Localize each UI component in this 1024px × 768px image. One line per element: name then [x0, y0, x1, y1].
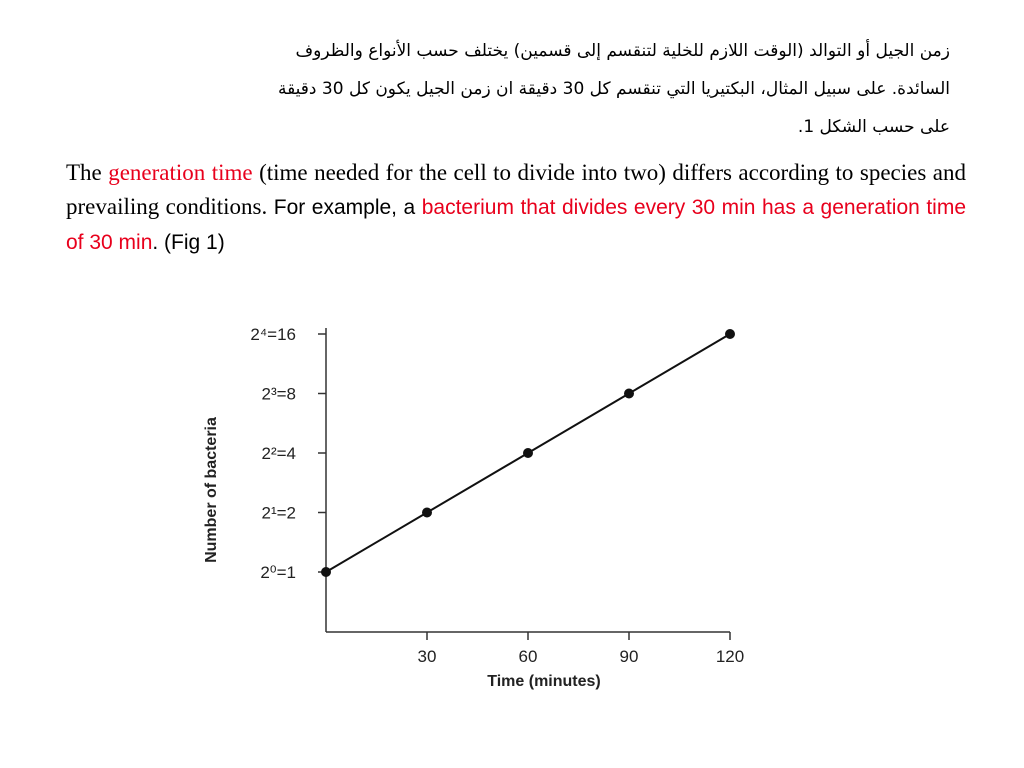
y-tick-label: 2²=4 [262, 444, 297, 463]
x-tick-label: 30 [418, 647, 437, 666]
x-tick-label: 90 [620, 647, 639, 666]
y-tick-label: 2¹=2 [262, 504, 297, 523]
y-axis-ticks: 2⁰=1 2¹=2 2²=4 2³=8 2⁴=16 [250, 325, 326, 582]
figure-reference: . (Fig 1) [152, 231, 225, 254]
arabic-line-3: على حسب الشكل 1. [797, 117, 950, 137]
y-tick-label: 2³=8 [262, 385, 297, 404]
y-axis-title: Number of bacteria [203, 417, 220, 563]
example-highlight: bacterium that divides every 30 min has … [66, 196, 966, 254]
data-point [725, 329, 735, 339]
generation-time-term: generation time [108, 160, 253, 185]
arabic-line-1: زمن الجيل أو التوالد (الوقت اللازم للخلي… [295, 41, 950, 61]
x-axis-ticks: 30 60 90 120 [418, 632, 744, 666]
text-the: The [66, 160, 109, 185]
data-point [523, 448, 533, 458]
y-tick-label: 2⁴=16 [250, 325, 296, 344]
text-for-example: For example, a [267, 196, 422, 219]
axes [325, 328, 730, 633]
text-definition: (time needed for the cell to divide into… [66, 160, 966, 219]
data-point [321, 567, 331, 577]
data-point [422, 507, 432, 518]
x-tick-label: 120 [716, 647, 744, 666]
arabic-paragraph: زمن الجيل أو التوالد (الوقت اللازم للخلي… [100, 32, 950, 146]
growth-chart: 2⁰=1 2¹=2 2²=4 2³=8 2⁴=16 30 60 90 120 Time (mi… [203, 325, 744, 690]
x-tick-label: 60 [519, 647, 538, 666]
x-axis-title: Time (minutes) [487, 673, 601, 690]
y-tick-label: 2⁰=1 [260, 563, 296, 582]
english-paragraph: The generation time (time needed for the… [66, 156, 966, 260]
data-point [624, 388, 634, 399]
data-points [321, 329, 735, 577]
arabic-line-2: السائدة. على سبيل المثال، البكتيريا التي… [277, 79, 950, 99]
